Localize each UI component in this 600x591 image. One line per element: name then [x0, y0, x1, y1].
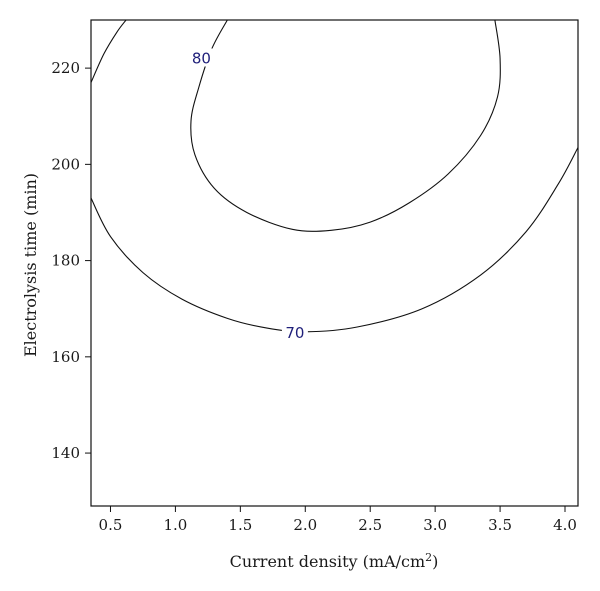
y-tick-label: 180 — [51, 252, 80, 270]
plot-area — [90, 19, 579, 507]
y-tick-label: 220 — [51, 59, 80, 77]
contour-label-bg — [188, 48, 215, 67]
y-tick-label: 160 — [51, 348, 80, 366]
x-tick-label: 0.5 — [99, 516, 123, 534]
y-tick-label: 200 — [51, 155, 80, 173]
y-tick-label: 140 — [51, 444, 80, 462]
x-tick-label: 4.0 — [553, 516, 577, 534]
x-tick-label: 3.0 — [423, 516, 447, 534]
x-axis-title-main: Current density (mA/cm — [230, 552, 426, 571]
contour-line-80 — [190, 20, 501, 232]
plot-frame — [90, 19, 579, 507]
x-tick-label: 1.5 — [228, 516, 252, 534]
x-tick-label: 1.0 — [163, 516, 187, 534]
x-tick-label: 2.5 — [358, 516, 382, 534]
x-axis-title: Current density (mA/cm2) — [230, 551, 439, 571]
contour-label-80: 80 — [192, 49, 211, 67]
contour-label-70: 70 — [285, 324, 304, 342]
contour-line-unlabeled — [91, 20, 127, 83]
contour-line-70 — [91, 147, 578, 333]
x-axis-title-superscript: 2 — [425, 551, 432, 564]
axes: 0.5 1.0 1.5 2.0 2.5 3.0 3.5 4.0 140 160 180 200 220 8… — [51, 48, 577, 534]
x-tick-label: 2.0 — [293, 516, 317, 534]
x-tick-label: 3.5 — [488, 516, 512, 534]
y-axis-title: Electrolysis time (min) — [21, 173, 40, 357]
x-axis-title-suffix: ) — [432, 552, 438, 571]
contour-label-bg — [281, 322, 308, 341]
contour-lines — [91, 20, 578, 333]
